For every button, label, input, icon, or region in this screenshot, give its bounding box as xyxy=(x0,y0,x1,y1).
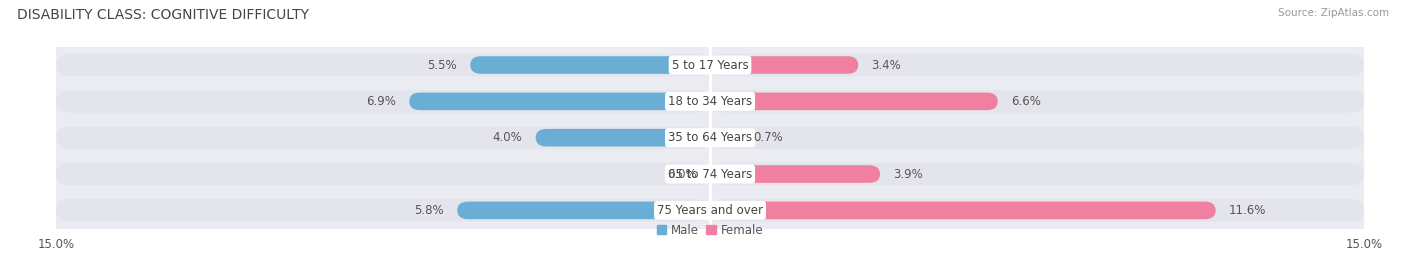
FancyBboxPatch shape xyxy=(710,165,880,183)
Text: 5 to 17 Years: 5 to 17 Years xyxy=(672,59,748,72)
Bar xyxy=(56,120,1364,156)
FancyBboxPatch shape xyxy=(710,129,741,147)
FancyBboxPatch shape xyxy=(56,90,710,113)
FancyBboxPatch shape xyxy=(710,202,1216,219)
Text: 5.8%: 5.8% xyxy=(415,204,444,217)
Text: 3.9%: 3.9% xyxy=(893,168,922,181)
FancyBboxPatch shape xyxy=(710,199,1364,222)
FancyBboxPatch shape xyxy=(689,165,710,183)
Text: DISABILITY CLASS: COGNITIVE DIFFICULTY: DISABILITY CLASS: COGNITIVE DIFFICULTY xyxy=(17,8,309,22)
FancyBboxPatch shape xyxy=(710,90,1364,113)
Bar xyxy=(56,192,1364,229)
Text: 35 to 64 Years: 35 to 64 Years xyxy=(668,131,752,144)
FancyBboxPatch shape xyxy=(710,54,1364,76)
FancyBboxPatch shape xyxy=(710,56,858,74)
Text: 5.5%: 5.5% xyxy=(427,59,457,72)
FancyBboxPatch shape xyxy=(56,199,710,222)
Text: 65 to 74 Years: 65 to 74 Years xyxy=(668,168,752,181)
Text: 0.0%: 0.0% xyxy=(668,168,697,181)
Text: 4.0%: 4.0% xyxy=(494,131,523,144)
Legend: Male, Female: Male, Female xyxy=(652,219,768,241)
Text: 75 Years and over: 75 Years and over xyxy=(657,204,763,217)
FancyBboxPatch shape xyxy=(470,56,710,74)
Text: 11.6%: 11.6% xyxy=(1229,204,1265,217)
FancyBboxPatch shape xyxy=(56,54,710,76)
FancyBboxPatch shape xyxy=(457,202,710,219)
Bar xyxy=(56,156,1364,192)
Text: 0.7%: 0.7% xyxy=(754,131,783,144)
FancyBboxPatch shape xyxy=(409,93,710,110)
Bar xyxy=(56,83,1364,120)
Text: Source: ZipAtlas.com: Source: ZipAtlas.com xyxy=(1278,8,1389,18)
FancyBboxPatch shape xyxy=(56,126,710,149)
Text: 3.4%: 3.4% xyxy=(872,59,901,72)
Bar xyxy=(56,47,1364,83)
FancyBboxPatch shape xyxy=(710,126,1364,149)
FancyBboxPatch shape xyxy=(536,129,710,147)
FancyBboxPatch shape xyxy=(56,163,710,185)
FancyBboxPatch shape xyxy=(710,163,1364,185)
Text: 18 to 34 Years: 18 to 34 Years xyxy=(668,95,752,108)
Text: 6.9%: 6.9% xyxy=(367,95,396,108)
Text: 6.6%: 6.6% xyxy=(1011,95,1040,108)
FancyBboxPatch shape xyxy=(710,93,998,110)
